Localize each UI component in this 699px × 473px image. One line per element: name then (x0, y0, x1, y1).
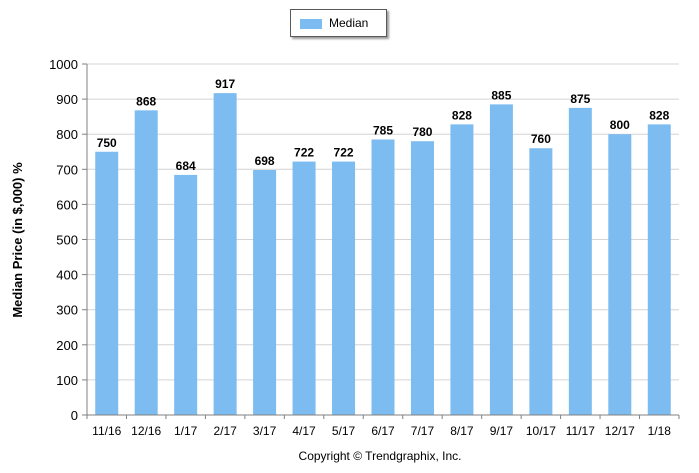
data-label-1/17: 684 (176, 159, 196, 173)
bar-4/17 (292, 161, 316, 415)
y-tick-label-1000: 1000 (49, 57, 78, 72)
data-label-5/17: 722 (334, 146, 354, 160)
bar-8/17 (450, 124, 474, 415)
bar-1/17 (174, 174, 198, 415)
bar-3/17 (253, 170, 277, 415)
x-tick-label-12/16: 12/16 (131, 424, 161, 438)
bar-11/17 (568, 107, 592, 415)
y-tick-label-900: 900 (56, 92, 78, 107)
y-axis-label: Median Price (in $,000) % (10, 162, 25, 318)
y-axis-tick-labels: 0 100 200 300 400 500 600 700 800 900 1000 (49, 57, 78, 423)
y-tick-label-800: 800 (56, 127, 78, 142)
data-label-7/17: 780 (412, 125, 432, 139)
x-tick-label-12/17: 12/17 (605, 424, 635, 438)
x-tick-label-7/17: 7/17 (411, 424, 435, 438)
data-label-3/17: 698 (255, 154, 275, 168)
bar-12/16 (134, 110, 158, 415)
bar-9/17 (489, 104, 513, 416)
x-tick-label-5/17: 5/17 (332, 424, 356, 438)
data-label-2/17: 917 (215, 77, 235, 91)
x-tick-label-9/17: 9/17 (490, 424, 514, 438)
x-tick-label-11/16: 11/16 (92, 424, 121, 438)
copyright-footer: Copyright © Trendgraphix, Inc. (298, 449, 462, 463)
data-label-1/18: 828 (649, 108, 669, 122)
y-tick-label-0: 0 (71, 408, 78, 423)
bar-1/18 (647, 124, 671, 415)
data-label-6/17: 785 (373, 123, 393, 137)
x-tick-label-6/17: 6/17 (371, 424, 395, 438)
legend-label-median: Median (329, 16, 369, 30)
y-tick-label-300: 300 (56, 303, 78, 318)
bar-12/17 (608, 134, 632, 415)
bars (95, 93, 671, 416)
legend-swatch-median (300, 19, 322, 29)
x-axis-tick-labels: 11/16 12/16 1/17 2/17 3/17 4/17 5/17 6/17 7/17 8/… (92, 424, 671, 438)
data-label-9/17: 885 (491, 88, 511, 102)
x-tick-label-4/17: 4/17 (292, 424, 316, 438)
x-tick-label-3/17: 3/17 (253, 424, 277, 438)
x-tick-label-10/17: 10/17 (526, 424, 556, 438)
bar-5/17 (332, 161, 356, 415)
bar-6/17 (371, 139, 395, 415)
bar-7/17 (410, 141, 434, 415)
legend: Median (290, 9, 387, 37)
y-tick-label-400: 400 (56, 268, 78, 283)
x-tick-label-2/17: 2/17 (213, 424, 237, 438)
data-label-11/16: 750 (97, 136, 117, 150)
y-tick-label-600: 600 (56, 197, 78, 212)
data-label-8/17: 828 (452, 108, 472, 122)
data-label-10/17: 760 (531, 132, 551, 146)
x-tick-label-11/17: 11/17 (566, 424, 595, 438)
bar-11/16 (95, 151, 119, 415)
y-tick-label-200: 200 (56, 338, 78, 353)
data-labels: 750 868 684 917 698 722 722 785 780 828 885 760 875 8… (97, 77, 670, 173)
axes (86, 64, 679, 416)
data-label-11/17: 875 (570, 92, 590, 106)
y-tick-label-700: 700 (56, 162, 78, 177)
data-label-4/17: 722 (294, 146, 314, 160)
y-tick-label-100: 100 (56, 373, 78, 388)
y-tick-label-500: 500 (56, 233, 78, 248)
bar-10/17 (529, 148, 553, 416)
x-tick-label-1/18: 1/18 (648, 424, 672, 438)
x-tick-label-1/17: 1/17 (174, 424, 198, 438)
bar-2/17 (213, 93, 237, 416)
x-tick-label-8/17: 8/17 (450, 424, 474, 438)
data-label-12/17: 800 (610, 118, 630, 132)
data-label-12/16: 868 (136, 94, 156, 108)
